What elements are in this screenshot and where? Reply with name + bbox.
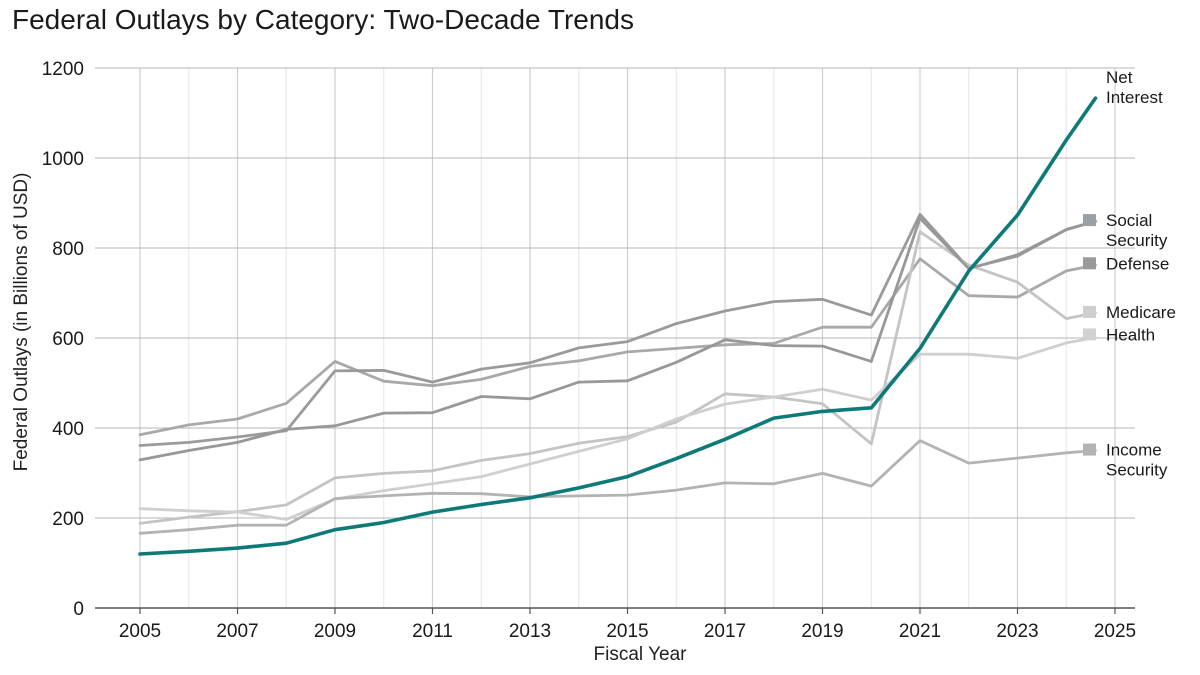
legend-marker-defense [1083, 257, 1096, 270]
series-label-defense: Defense [1106, 254, 1169, 273]
series-label-net-interest: Net [1106, 68, 1133, 87]
x-tick-label: 2011 [412, 621, 453, 642]
series-label-social-security: Social [1106, 211, 1152, 230]
x-tick-label: 2019 [801, 621, 843, 642]
x-tick-label: 2023 [996, 621, 1038, 642]
legend-marker-income-security [1083, 443, 1096, 456]
series-line-net-interest [138, 96, 1098, 556]
y-tick-label: 1200 [42, 59, 84, 80]
series-line-social-security [138, 257, 1097, 437]
chart-title: Federal Outlays by Category: Two-Decade … [12, 4, 635, 35]
y-tick-label: 1000 [42, 149, 84, 170]
y-tick-label: 600 [52, 329, 84, 350]
x-tick-label: 2009 [314, 621, 356, 642]
x-tick-label: 2025 [1094, 621, 1136, 642]
x-tick-label: 2017 [704, 621, 746, 642]
series-lines [138, 96, 1098, 556]
x-tick-label: 2021 [899, 621, 941, 642]
series-label-income-security: Security [1106, 461, 1168, 480]
series-label-social-security: Security [1106, 231, 1168, 250]
x-tick-label: 2007 [216, 621, 258, 642]
series-label-income-security: Income [1106, 441, 1162, 460]
legend-marker-social-security [1083, 214, 1096, 227]
series-line-income-security [138, 439, 1097, 535]
series-line-medicare [138, 230, 1097, 525]
legend-marker-health [1083, 328, 1096, 341]
series-labels: NetInterestSocialSecurityDefenseMedicare… [1083, 68, 1176, 480]
series-line-unlabeled [138, 216, 1097, 462]
x-tick-label: 2005 [119, 621, 161, 642]
series-label-medicare: Medicare [1106, 303, 1176, 322]
series-line-health [138, 336, 1097, 521]
y-tick-label: 0 [73, 599, 84, 620]
x-tick-label: 2015 [606, 621, 648, 642]
axes: 0 200 400 600 800 1000 1200 2005 2007 2009 2011 201… [42, 59, 1136, 642]
series-label-health: Health [1106, 325, 1155, 344]
series-line-defense [138, 212, 1097, 447]
legend-marker-medicare [1083, 305, 1096, 318]
y-tick-label: 200 [52, 509, 84, 530]
y-tick-label: 800 [52, 239, 84, 260]
series-label-net-interest: Interest [1106, 88, 1163, 107]
x-axis-label: Fiscal Year [593, 644, 687, 665]
y-tick-label: 400 [52, 419, 84, 440]
grid [95, 67, 1135, 609]
x-tick-label: 2013 [509, 621, 551, 642]
